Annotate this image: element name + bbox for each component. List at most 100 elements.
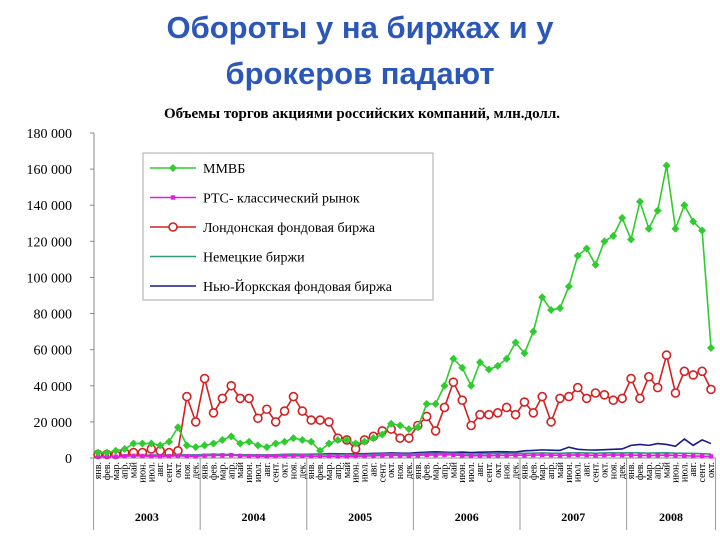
x-tick-label: янв. (413, 462, 424, 479)
y-tick-label: 40 000 (34, 380, 73, 395)
x-tick-label: ноя. (182, 462, 193, 479)
data-point (122, 453, 127, 459)
x-tick-label: фев. (635, 462, 646, 480)
x-tick-label: июл. (466, 462, 477, 482)
y-tick-label: 180 000 (27, 127, 73, 142)
data-point (140, 453, 145, 459)
x-tick-label: май (235, 461, 246, 478)
x-tick-label: окт. (280, 462, 291, 478)
data-point (591, 260, 600, 269)
data-point (200, 441, 209, 450)
data-point (590, 388, 601, 398)
data-point (430, 426, 441, 436)
x-tick-label: май (662, 461, 673, 478)
data-point (227, 432, 236, 441)
data-point (307, 437, 316, 446)
data-point (138, 439, 147, 448)
data-point (599, 390, 610, 400)
data-point (689, 217, 698, 226)
x-tick-label: июн. (564, 462, 575, 483)
data-point (211, 453, 216, 458)
data-point (113, 454, 118, 459)
x-tick-label: ноя. (288, 462, 299, 479)
year-label: 2008 (659, 510, 683, 524)
data-point (149, 453, 154, 459)
data-point (422, 399, 431, 408)
x-tick-label: авг. (475, 462, 486, 477)
data-point (662, 161, 671, 170)
x-tick-label: окт. (173, 462, 184, 478)
data-point (282, 453, 287, 459)
data-point (264, 454, 269, 459)
x-tick-label: июл. (360, 462, 371, 482)
data-point (697, 366, 707, 377)
data-point (291, 453, 296, 459)
data-point (635, 393, 645, 404)
data-point (468, 453, 474, 459)
x-tick-label: мар. (644, 462, 655, 480)
data-point (655, 453, 660, 458)
data-point (581, 393, 592, 404)
x-tick-label: окт. (599, 462, 610, 478)
y-tick-label: 160 000 (27, 163, 73, 178)
data-point (262, 443, 271, 452)
x-tick-label: янв. (519, 462, 530, 479)
legend-marker (168, 222, 178, 232)
data-point (351, 439, 360, 448)
slide-title: Обороты у на биржах и у (166, 10, 554, 45)
y-tick-label: 120 000 (27, 235, 73, 250)
data-point (433, 452, 438, 458)
data-point (236, 439, 245, 448)
year-label: 2003 (135, 510, 159, 524)
data-point (220, 453, 225, 458)
legend-label: Немецкие биржи (203, 251, 305, 266)
data-point (431, 399, 440, 408)
data-point (548, 452, 554, 458)
x-tick-label: сент. (484, 462, 495, 482)
data-point (652, 382, 663, 393)
data-point (406, 453, 412, 458)
data-point (202, 453, 207, 458)
data-point (484, 409, 494, 420)
data-point (575, 452, 580, 458)
data-point (245, 437, 254, 446)
year-label: 2006 (455, 510, 479, 524)
data-point (635, 197, 644, 206)
data-point (306, 415, 317, 425)
data-point (442, 452, 447, 457)
data-point (511, 338, 520, 347)
x-tick-label: июл. (573, 462, 584, 482)
x-tick-label: янв. (93, 462, 104, 479)
x-tick-label: май (448, 461, 459, 478)
data-point (476, 358, 485, 367)
data-point (679, 366, 690, 377)
x-tick-label: мар. (217, 462, 228, 480)
data-point (173, 445, 183, 456)
x-tick-label: апр. (120, 462, 131, 479)
data-point (253, 413, 263, 424)
data-point (566, 452, 572, 458)
x-tick-label: май (342, 461, 353, 478)
data-point (261, 404, 272, 415)
data-point (387, 419, 396, 428)
y-tick-label: 0 (65, 452, 72, 467)
data-point (502, 354, 511, 363)
data-point (182, 391, 192, 402)
x-tick-label: мар. (431, 462, 442, 480)
y-tick-label: 140 000 (27, 199, 73, 214)
data-point (279, 406, 290, 416)
data-point (315, 415, 325, 425)
data-point (520, 349, 529, 358)
data-point (519, 397, 530, 407)
data-point (572, 382, 583, 393)
series-line (98, 165, 712, 454)
series-line (97, 453, 712, 458)
year-label: 2007 (561, 510, 585, 524)
x-tick-label: апр. (439, 462, 450, 479)
data-point (584, 452, 589, 458)
data-point (166, 453, 172, 459)
data-point (229, 452, 234, 458)
data-point (611, 452, 616, 458)
x-tick-label: авг. (262, 462, 273, 477)
data-point (280, 437, 289, 446)
